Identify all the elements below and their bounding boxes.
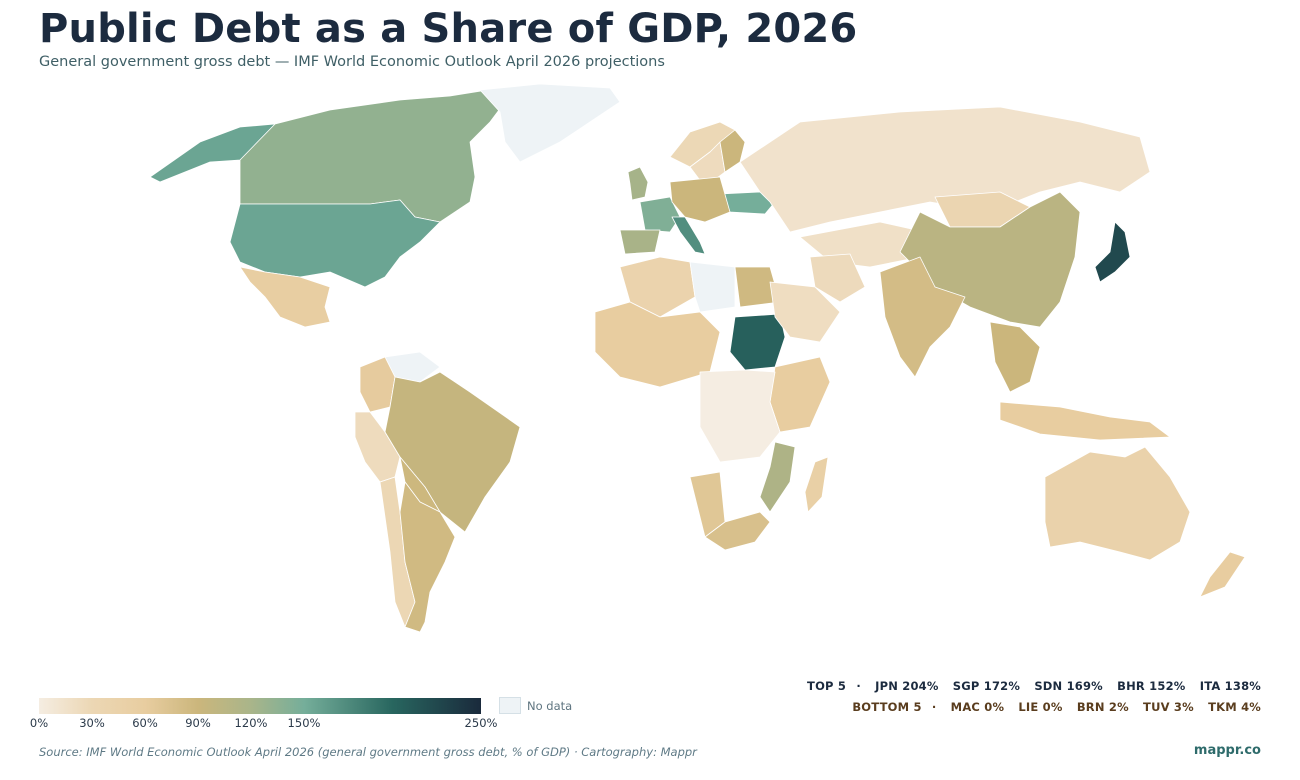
region-zaf[interactable] (704, 511, 771, 551)
bottom-rank-item: MAC 0% (950, 700, 1005, 714)
region-west-africa[interactable] (594, 301, 721, 388)
region-lby[interactable] (689, 261, 736, 313)
region-sea[interactable] (989, 321, 1041, 393)
region-sau[interactable] (769, 281, 841, 343)
world-map (0, 82, 1300, 662)
world-map-svg (149, 83, 1246, 633)
rank-separator: · (856, 679, 861, 693)
region-rus[interactable] (739, 106, 1151, 233)
legend-tick: 0% (29, 716, 49, 730)
legend-tick: 60% (132, 716, 158, 730)
region-east-africa[interactable] (769, 356, 831, 433)
bottom-five-label: BOTTOM 5 (852, 700, 922, 714)
region-mdg[interactable] (804, 456, 829, 513)
region-indonesia[interactable] (999, 401, 1171, 441)
bottom-rank-item: LIE 0% (1018, 700, 1063, 714)
region-irn[interactable] (809, 253, 866, 303)
map-subtitle: General government gross debt — IMF Worl… (39, 54, 665, 70)
legend-tick: 90% (185, 716, 211, 730)
no-data-label: No data (527, 699, 573, 713)
legend-tick: 250% (464, 716, 498, 730)
bottom-five-ranking: BOTTOM 5 · MAC 0% LIE 0% BRN 2% TUV 3% T… (852, 700, 1261, 714)
top-rank-item: BHR 152% (1117, 679, 1186, 693)
region-grl[interactable] (479, 83, 621, 163)
bottom-rank-item: TKM 4% (1208, 700, 1261, 714)
top-five-label: TOP 5 (807, 679, 847, 693)
region-mex[interactable] (239, 266, 331, 328)
region-gbr[interactable] (627, 166, 649, 201)
legend-ticks: 0% 30% 60% 90% 120% 150% 250% (30, 712, 498, 734)
region-aus[interactable] (1044, 446, 1191, 561)
legend-tick: 120% (234, 716, 268, 730)
region-nzl[interactable] (1199, 551, 1246, 598)
legend-tick: 30% (79, 716, 105, 730)
region-fra[interactable] (639, 196, 681, 233)
top-rank-item: ITA 138% (1199, 679, 1261, 693)
region-can[interactable] (239, 87, 506, 223)
region-jpn[interactable] (1094, 221, 1131, 283)
no-data-swatch (499, 697, 521, 714)
bottom-rank-item: TUV 3% (1143, 700, 1194, 714)
region-central-africa[interactable] (699, 369, 781, 463)
legend-tick: 150% (287, 716, 321, 730)
region-sdn[interactable] (729, 313, 786, 371)
region-ind[interactable] (879, 256, 966, 378)
region-esp[interactable] (619, 229, 661, 255)
region-ita[interactable] (671, 216, 706, 255)
legend-color-scale (39, 698, 481, 714)
region-arg[interactable] (399, 481, 456, 633)
top-rank-item: JPN 204% (875, 679, 939, 693)
top-five-ranking: TOP 5 · JPN 204% SGP 172% SDN 169% BHR 1… (807, 679, 1261, 693)
region-fin[interactable] (719, 129, 746, 173)
rank-separator: · (931, 700, 937, 714)
brand-link[interactable]: mappr.co (1193, 743, 1261, 758)
region-europe-central[interactable] (669, 176, 731, 223)
top-rank-item: SDN 169% (1034, 679, 1103, 693)
map-title: Public Debt as a Share of GDP, 2026 (39, 6, 858, 52)
top-rank-item: SGP 172% (952, 679, 1021, 693)
region-usa[interactable] (229, 199, 441, 288)
source-note: Source: IMF World Economic Outlook April… (39, 745, 697, 759)
bottom-rank-item: BRN 2% (1076, 700, 1129, 714)
region-moz[interactable] (759, 441, 796, 513)
